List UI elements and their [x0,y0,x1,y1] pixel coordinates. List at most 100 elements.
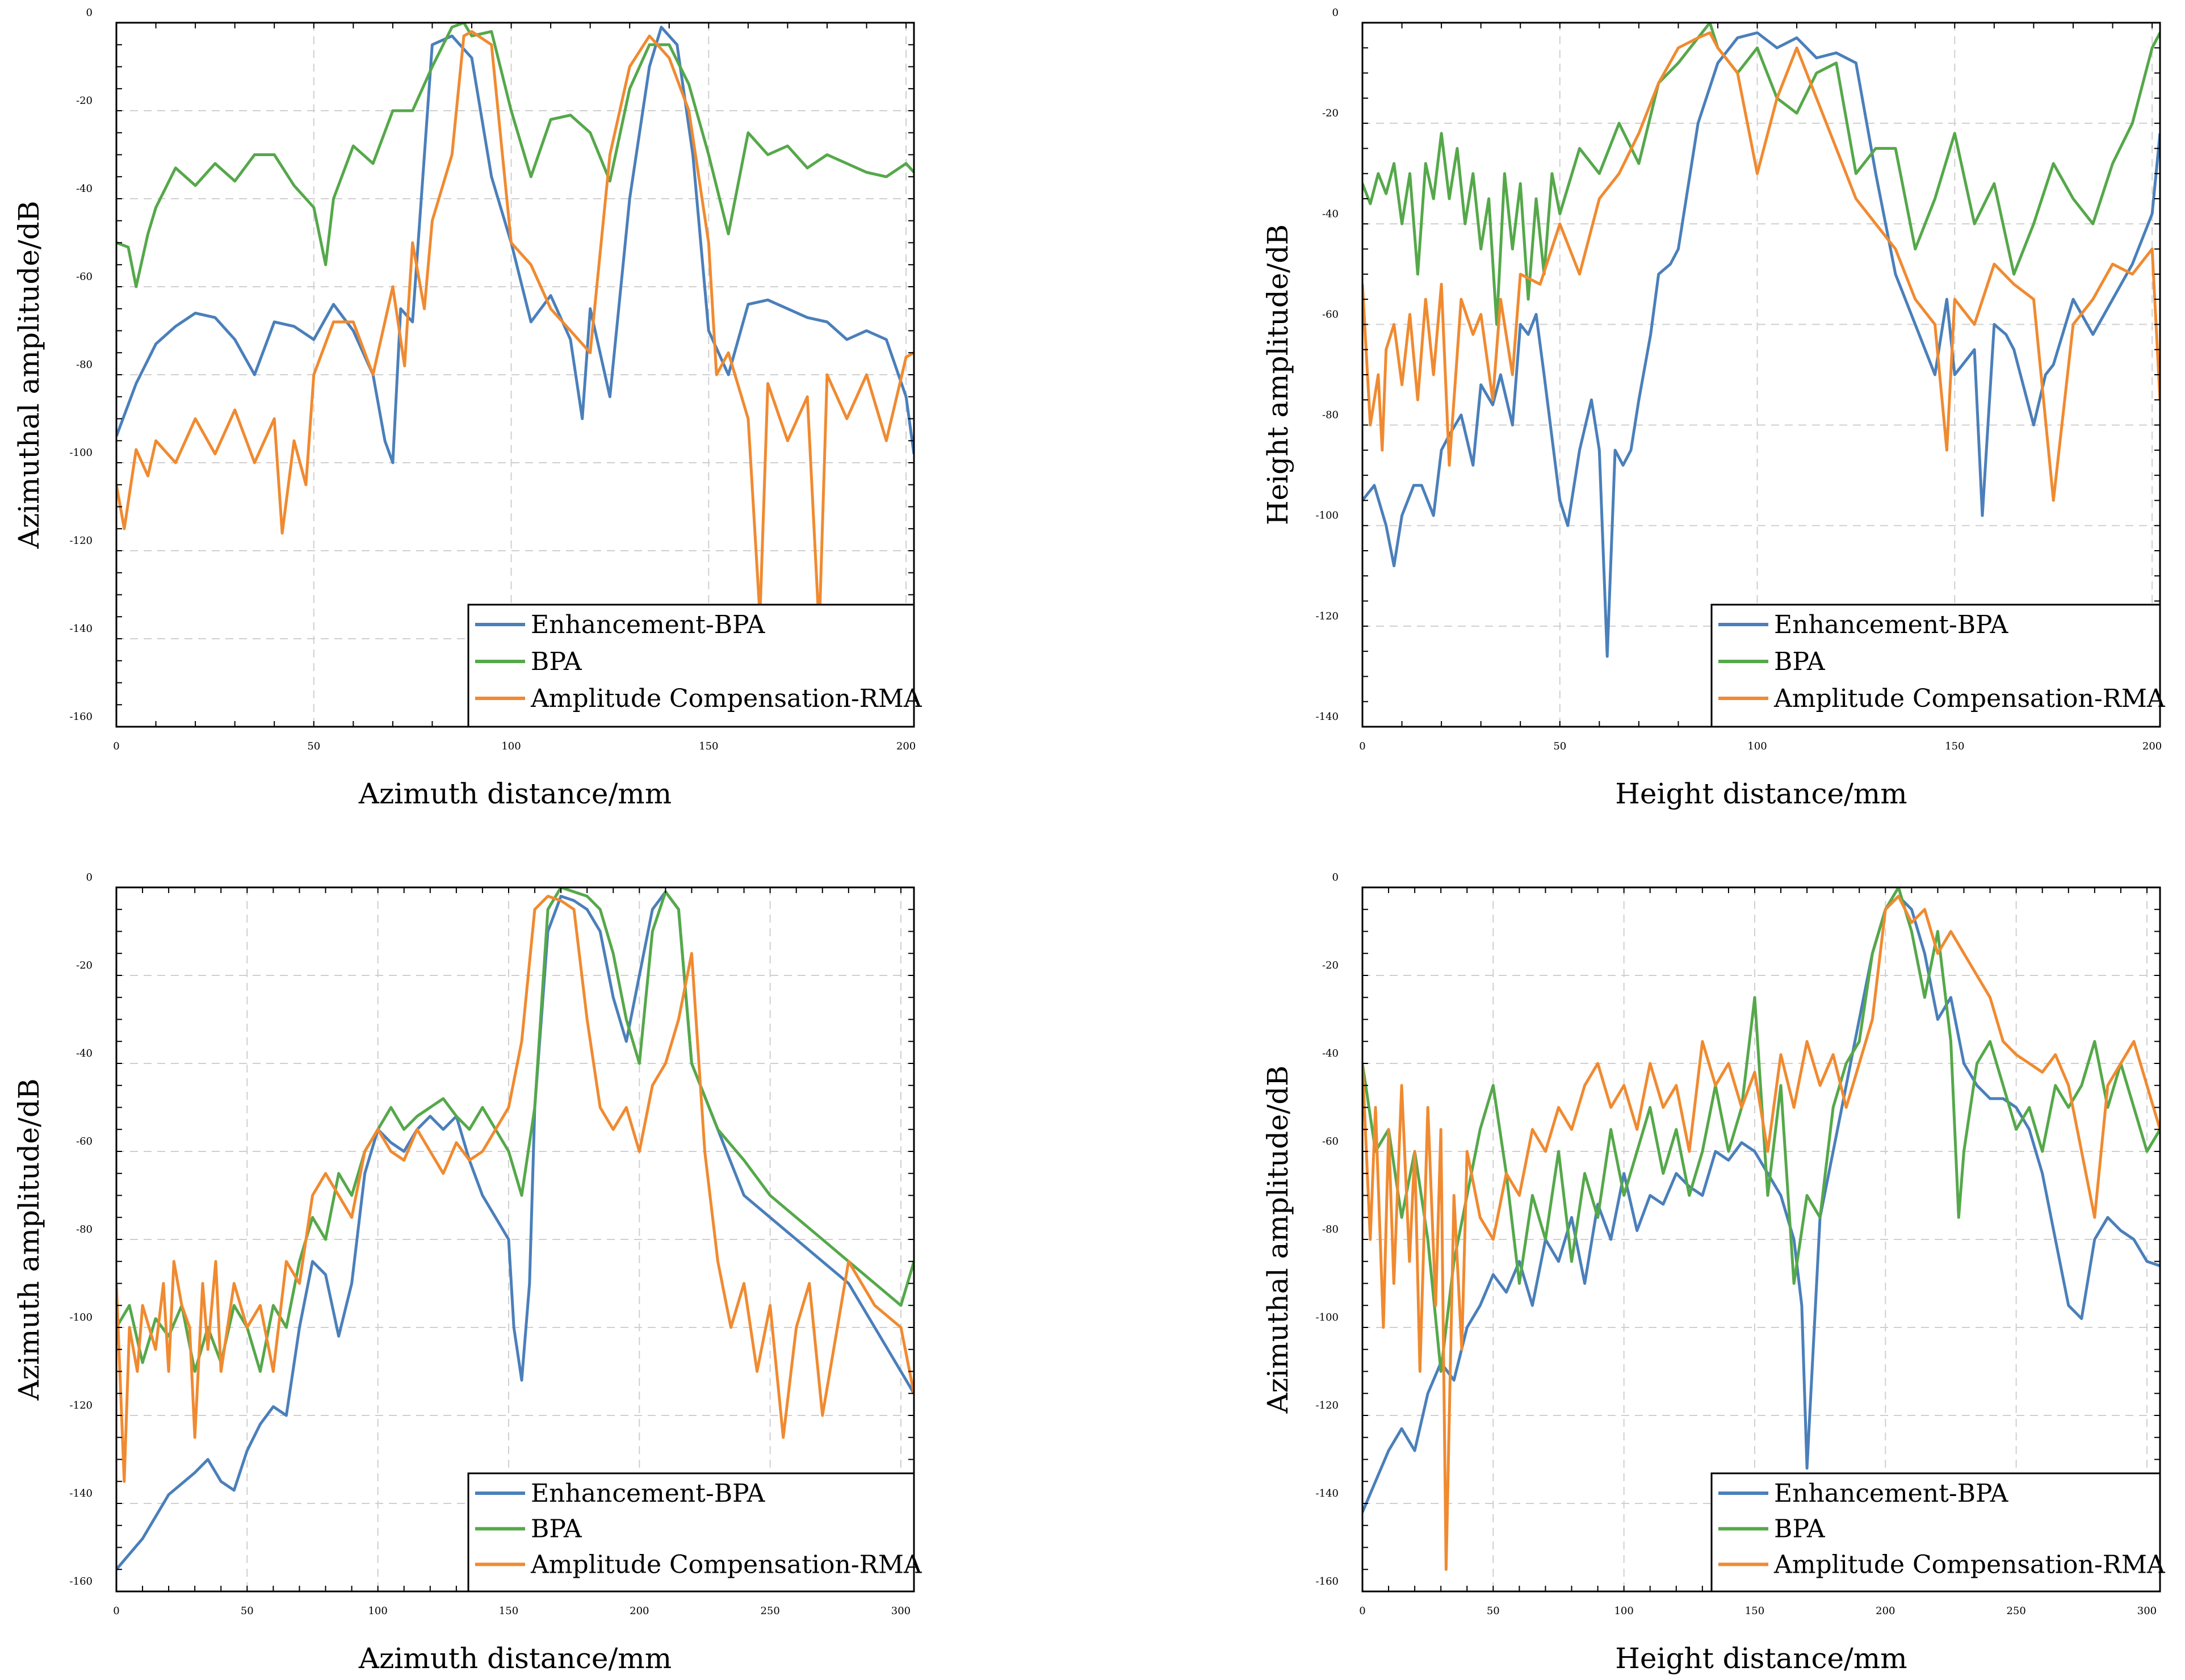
x-tick-label: 0 [113,740,119,752]
y-tick-label: 0 [86,7,93,19]
x-tick-label: 150 [499,1605,518,1617]
y-tick-label: -120 [1316,1400,1339,1411]
x-tick-label: 50 [241,1605,254,1617]
chart-panel-3: 0 -20 -40 -60 -80 -100 -120 -140 -160 0 50 100 150 20… [12,872,922,1675]
x-axis-label: Height distance/mm [1615,1642,1907,1675]
series-line-amplitude-compensation-rma [116,30,914,631]
y-tick-label: -140 [70,1488,93,1499]
legend-label: Amplitude Compensation-RMA [530,1550,922,1579]
y-tick-label: -20 [76,960,93,971]
legend-box [1710,604,2161,728]
legend-label: Enhancement-BPA [1774,1479,2009,1508]
x-tick-label: 250 [760,1605,779,1617]
y-tick-label: -80 [76,359,93,371]
y-tick-label: -20 [1322,960,1339,971]
x-tick-label: 250 [2006,1605,2025,1617]
y-tick-label: -120 [1316,610,1339,622]
x-tick-label: 200 [1876,1605,1895,1617]
y-tick-label: -60 [76,271,93,283]
y-tick-label: -160 [70,1576,93,1587]
series-line-amplitude-compensation-rma [116,895,914,1483]
y-tick-label: 0 [1332,872,1339,883]
y-tick-label: -100 [1316,1312,1339,1323]
y-axis-label: Azimuthal amplitude/dB [12,201,45,550]
x-tick-label: 100 [1747,740,1767,752]
x-tick-label: 150 [1745,1605,1764,1617]
x-tick-label: 150 [699,740,718,752]
y-tick-label: -40 [1322,1048,1339,1059]
legend-label: Amplitude Compensation-RMA [1773,684,2166,713]
legend-box [467,1472,915,1593]
y-axis-label: Azimuthal amplitude/dB [1261,1066,1294,1414]
series-line-enhancement-bpa [1362,895,2160,1513]
x-tick-label: 200 [630,1605,649,1617]
y-tick-label: 0 [1332,7,1339,19]
y-tick-label: -140 [70,623,93,635]
x-tick-label: 100 [368,1605,387,1617]
legend: Enhancement-BPA BPA Amplitude Compensation… [467,1472,922,1593]
y-tick-label: -60 [76,1136,93,1147]
legend-box [1710,1472,2161,1593]
legend: Enhancement-BPA BPA Amplitude Compensation… [1710,1472,2166,1593]
y-tick-label: -20 [76,95,93,107]
y-tick-label: -140 [1316,1488,1339,1499]
series-line-amplitude-compensation-rma [1362,31,2160,502]
chart-panel-2: 0 -20 -40 -60 -80 -100 -120 -140 0 50 100 150 200 Hei… [1261,7,2166,810]
y-tick-label: -40 [76,183,93,195]
legend-label: Enhancement-BPA [531,610,766,639]
x-axis-label: Azimuth distance/mm [358,1642,672,1675]
legend-label: Amplitude Compensation-RMA [1773,1550,2166,1579]
y-tick-label: -160 [70,711,93,723]
legend: Enhancement-BPA BPA Amplitude Compensation… [467,604,922,728]
legend-label: BPA [531,1515,582,1544]
x-tick-label: 150 [1945,740,1964,752]
x-axis-label: Azimuth distance/mm [358,777,672,810]
series-line-bpa [116,23,914,288]
x-tick-label: 200 [2142,740,2162,752]
legend-box [467,604,915,728]
x-tick-label: 50 [1487,1605,1500,1617]
series-line-amplitude-compensation-rma [1362,895,2160,1571]
x-tick-label: 200 [896,740,916,752]
y-tick-label: -80 [1322,409,1339,421]
legend-label: Enhancement-BPA [531,1479,766,1508]
x-axis-label: Height distance/mm [1615,777,1907,810]
series-line-enhancement-bpa [116,26,914,464]
x-tick-label: 300 [891,1605,911,1617]
y-tick-label: -100 [1316,510,1339,522]
y-tick-label: -100 [70,1312,93,1323]
y-tick-label: -40 [76,1048,93,1059]
y-tick-label: -120 [70,1400,93,1411]
y-tick-label: -60 [1322,308,1339,320]
series-line-bpa [1362,23,2160,326]
y-tick-label: 0 [86,872,93,883]
x-tick-label: 50 [307,740,320,752]
y-tick-label: -140 [1316,711,1339,723]
x-tick-label: 100 [501,740,521,752]
legend-label: BPA [531,647,582,676]
x-tick-label: 0 [113,1605,119,1617]
legend-label: Amplitude Compensation-RMA [530,684,922,713]
x-tick-label: 300 [2137,1605,2157,1617]
series-line-enhancement-bpa [1362,31,2160,658]
series-line-bpa [1362,887,2160,1373]
series-line-bpa [116,887,914,1373]
y-tick-label: -120 [70,535,93,547]
legend-label: BPA [1774,1515,1826,1544]
y-axis-label: Azimuth amplitude/dB [12,1079,45,1401]
y-tick-label: -100 [70,447,93,459]
x-tick-label: 50 [1553,740,1566,752]
legend-label: Enhancement-BPA [1774,610,2009,639]
y-tick-label: -20 [1322,107,1339,119]
y-tick-label: -40 [1322,208,1339,220]
legend-label: BPA [1774,647,1826,676]
y-tick-label: -60 [1322,1136,1339,1147]
chart-panel-1: 0 -20 -40 -60 -80 -100 -120 -140 -160 0 50 100 150 20… [12,7,922,810]
y-tick-label: -160 [1316,1576,1339,1587]
x-tick-label: 0 [1359,1605,1365,1617]
y-axis-label: Height amplitude/dB [1261,224,1294,525]
legend: Enhancement-BPA BPA Amplitude Compensation… [1710,604,2166,728]
y-tick-label: -80 [1322,1224,1339,1235]
x-tick-label: 0 [1359,740,1365,752]
